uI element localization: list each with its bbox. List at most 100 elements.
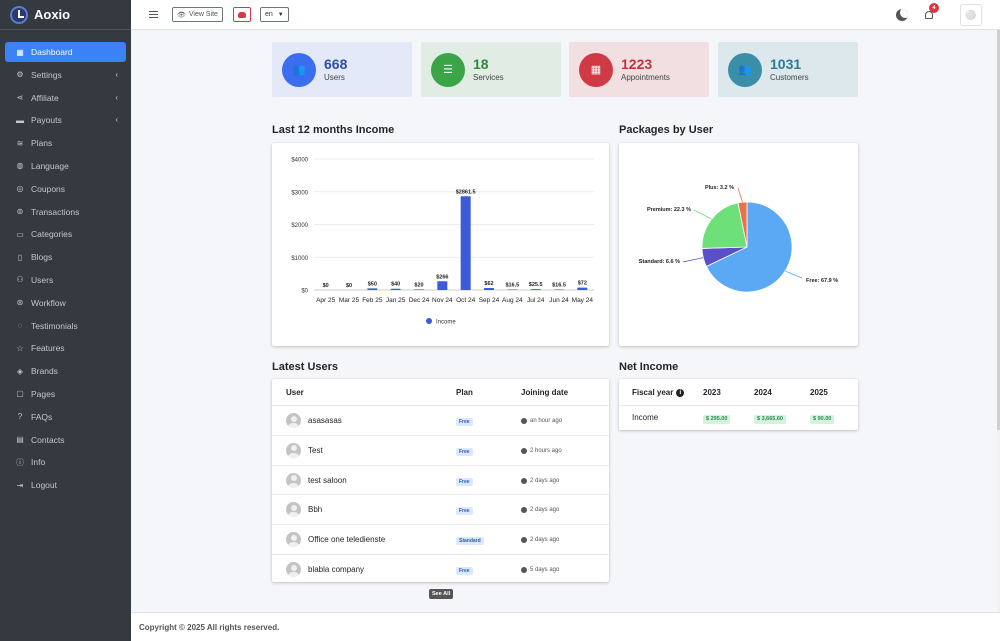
joining-date: 2 hours ago [521, 447, 562, 454]
pie-slice [701, 202, 748, 249]
sidebar-item-logout[interactable]: ⇥ Logout [5, 475, 126, 495]
net-income-title: Net Income [619, 361, 679, 373]
sidebar-item-users[interactable]: ⚇ Users [5, 270, 126, 290]
user-name: asasasas [308, 416, 342, 425]
view-site-button[interactable]: 👁 View Site [172, 7, 223, 22]
gear-icon: ⚙ [16, 70, 24, 80]
workflow-icon: ⊛ [16, 298, 24, 308]
bar [437, 281, 448, 290]
sidebar-item-language[interactable]: ◍ Language [5, 156, 126, 176]
sidebar-item-categories[interactable]: ▭ Categories [5, 224, 126, 244]
pie-label: Standard: 6.6 % [639, 259, 680, 265]
sidebar-item-workflow[interactable]: ⊛ Workflow [5, 293, 126, 313]
data-label: $2861.5 [456, 189, 476, 195]
footer: Copyright © 2025 All rights reserved. [131, 612, 1000, 641]
stat-card-appointments[interactable]: ▦ 1223 Appointments [569, 42, 709, 97]
share-icon: ⋖ [16, 93, 24, 103]
pie-leader-line [737, 187, 743, 203]
user-name: Office one teledienste [308, 535, 386, 545]
scrollbar-thumb[interactable] [997, 30, 1000, 430]
layers-icon: ≋ [16, 138, 24, 148]
table-row[interactable]: asasasas Free an hour ago [272, 405, 609, 435]
joining-date: 5 days ago [521, 567, 559, 573]
x-tick-label: Oct 24 [456, 297, 476, 304]
table-row[interactable]: test saloon Free 2 days ago [272, 464, 609, 495]
notifications-button[interactable]: 4 [923, 3, 939, 21]
stat-card-services[interactable]: ☰ 18 Services [421, 42, 561, 97]
pie-leader-line [682, 257, 704, 263]
brand[interactable]: Aoxio [0, 0, 131, 30]
pie-leader-line [693, 209, 712, 220]
sidebar-item-brands[interactable]: ◈ Brands [5, 361, 126, 381]
latest-users-table: User Plan Joining date asasasas Free an ho… [272, 379, 609, 582]
avatar [286, 502, 301, 518]
stat-value: 668 [324, 56, 348, 72]
stat-value: 1223 [621, 56, 653, 72]
sidebar-item-info[interactable]: ⓘ Info [5, 452, 126, 472]
plan-badge: Free [456, 477, 473, 486]
x-tick-label: Jul 24 [527, 297, 545, 304]
bar [460, 196, 471, 290]
joining-date: 2 days ago [521, 507, 559, 514]
table-row[interactable]: Bbh Free 2 days ago [272, 494, 609, 524]
table-row[interactable]: Test Free 2 hours ago [272, 434, 609, 465]
y-tick-label: $0 [301, 289, 308, 295]
pie-label: Plus: 3.2 % [705, 185, 734, 191]
sidebar-item-features[interactable]: ☆ Features [5, 338, 126, 358]
x-tick-label: May 24 [572, 297, 594, 304]
dark-mode-icon[interactable] [896, 9, 908, 21]
data-label: $40 [391, 282, 400, 288]
sidebar-item-affiliate[interactable]: ⋖ Affiliate ‹ [5, 88, 126, 108]
data-label: $20 [414, 282, 423, 288]
see-all-button[interactable]: See All [429, 589, 454, 599]
hamburger-menu-icon[interactable] [149, 11, 158, 18]
sidebar-item-blogs[interactable]: ▯ Blogs [5, 247, 126, 267]
topbar-right: 4 ⚪ [896, 0, 1000, 30]
sidebar-item-testimonials[interactable]: ◌ Testimonials [5, 316, 126, 336]
sidebar-item-plans[interactable]: ≋ Plans [5, 133, 126, 153]
sidebar-item-coupons[interactable]: ◎ Coupons [5, 179, 126, 199]
data-label: $62 [484, 281, 493, 287]
fiscal-year-header: Fiscal year i [632, 388, 685, 397]
question-icon: ? [17, 412, 23, 422]
cache-button[interactable] [232, 7, 251, 22]
info-icon: i [676, 388, 685, 397]
income-2024-value: $ 3,665.60 [754, 415, 786, 424]
bell-icon [925, 11, 933, 19]
stat-card-customers[interactable]: 👥 1031 Customers [718, 42, 858, 97]
table-row[interactable]: blabla company Free 5 days ago [272, 554, 609, 584]
sidebar-item-settings[interactable]: ⚙ Settings ‹ [5, 65, 126, 85]
table-row[interactable]: Office one teledienste Standard 2 days ago [272, 524, 609, 554]
bar [507, 289, 518, 290]
y-tick-label: $1000 [291, 256, 308, 262]
user-menu-button[interactable]: ⚪ [960, 4, 982, 26]
logout-icon: ⇥ [16, 480, 24, 490]
pie-label: Premium: 22.3 % [647, 207, 691, 213]
sidebar-item-transactions[interactable]: ⊚ Transactions [5, 202, 126, 222]
eye-icon: 👁 [177, 11, 186, 19]
sidebar-item-dashboard[interactable]: ▦ Dashboard [5, 42, 126, 62]
bar [554, 289, 564, 290]
language-value: en [264, 11, 273, 18]
bar [414, 289, 424, 290]
coupon-icon: ◎ [16, 184, 24, 194]
avatar [286, 413, 301, 428]
stat-value: 18 [473, 56, 489, 72]
sidebar-item-payouts[interactable]: ▬ Payouts ‹ [5, 110, 126, 130]
latest-users-title: Latest Users [272, 361, 339, 373]
language-select[interactable]: en ▼ [259, 7, 289, 22]
joining-date-text: an hour ago [530, 418, 563, 424]
users-icon: ⚇ [16, 275, 24, 285]
sidebar-item-label: Users [31, 274, 54, 285]
globe-icon: ◍ [16, 161, 24, 171]
sidebar: Aoxio ▦ Dashboard ⚙ Settings ‹ ⋖ Affiliate ‹ ▬ Pa… [0, 0, 131, 641]
joining-date-text: 2 days ago [530, 537, 560, 544]
stat-card-users[interactable]: 👥 668 Users [272, 42, 412, 97]
income-row-label: Income [632, 413, 659, 422]
sidebar-item-contacts[interactable]: ▤ Contacts [5, 430, 126, 450]
joining-date-text: 2 hours ago [530, 447, 562, 454]
legend-label: Income [436, 320, 456, 326]
sidebar-item-pages[interactable]: ▢ Pages [5, 384, 126, 404]
sidebar-item-faqs[interactable]: ? FAQs [5, 407, 126, 427]
clock-icon [521, 418, 527, 424]
